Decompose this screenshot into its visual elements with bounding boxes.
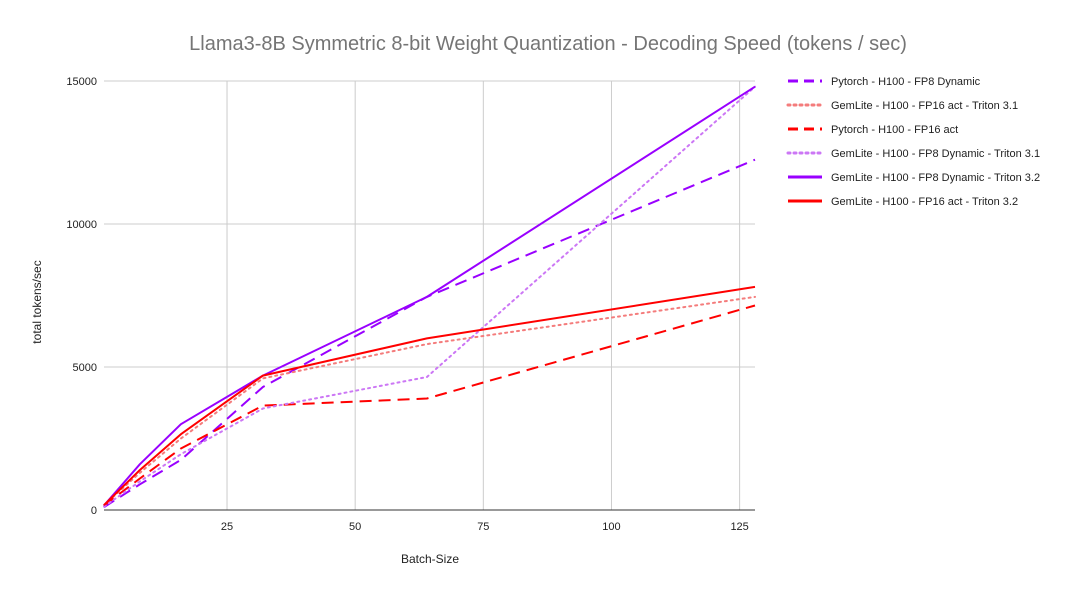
series-line-0 [103,158,756,508]
x-tick-label: 50 [349,521,361,533]
legend-label: GemLite - H100 - FP8 Dynamic - Triton 3.… [831,172,1040,184]
y-axis-title: total tokens/sec [30,260,44,343]
legend-label: Pytorch - H100 - FP8 Dynamic [831,76,981,88]
grid [104,80,755,510]
series-line-5 [103,285,756,506]
series-lines [103,85,756,508]
series-line-3 [103,85,756,508]
series-line-1 [103,295,756,507]
x-tick-label: 75 [477,521,489,533]
y-tick-label: 0 [91,505,97,517]
series-line-2 [103,304,756,507]
y-tick-label: 5000 [73,362,97,374]
x-tick-label: 25 [221,521,233,533]
series-line-4 [103,85,756,507]
y-tick-label: 10000 [66,219,97,231]
y-tick-label: 15000 [66,76,97,88]
legend-label: GemLite - H100 - FP16 act - Triton 3.2 [831,196,1018,208]
chart-title: Llama3-8B Symmetric 8-bit Weight Quantiz… [189,33,907,55]
x-tick-label: 100 [602,521,620,533]
legend-label: GemLite - H100 - FP8 Dynamic - Triton 3.… [831,148,1040,160]
legend-label: GemLite - H100 - FP16 act - Triton 3.1 [831,100,1018,112]
x-axis-title: Batch-Size [401,552,459,566]
legend-label: Pytorch - H100 - FP16 act [831,124,958,136]
axes: 0 5000 10000 15000 25 50 75 100 125 [66,76,755,533]
x-tick-label: 125 [730,521,748,533]
legend: Pytorch - H100 - FP8 Dynamic GemLite - H1… [786,76,1040,208]
